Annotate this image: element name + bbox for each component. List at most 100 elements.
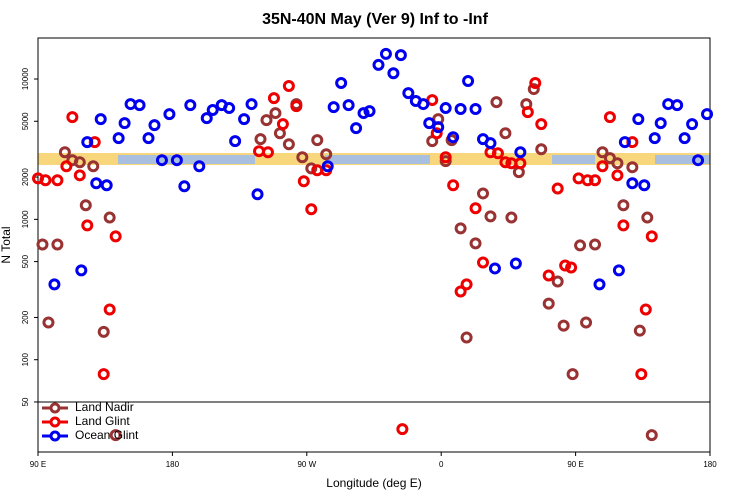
- point: [163, 108, 176, 121]
- point: [648, 132, 661, 145]
- point: [477, 256, 490, 269]
- point: [260, 114, 273, 127]
- point: [454, 285, 467, 298]
- legend-marker: [49, 430, 61, 442]
- point: [611, 157, 624, 170]
- point: [66, 111, 79, 124]
- point: [626, 161, 639, 174]
- point: [51, 174, 64, 187]
- point: [170, 154, 183, 167]
- point: [460, 278, 473, 291]
- point: [439, 151, 452, 164]
- point: [75, 264, 88, 277]
- point: [596, 146, 609, 159]
- point: [551, 275, 564, 288]
- point: [97, 325, 110, 338]
- point: [327, 101, 340, 114]
- point: [454, 222, 467, 235]
- point: [566, 368, 579, 381]
- x-tick-label: 90 W: [297, 460, 316, 469]
- x-tick-label: 0: [439, 460, 444, 469]
- point: [423, 117, 436, 130]
- point: [635, 368, 648, 381]
- point: [73, 156, 86, 169]
- point: [477, 187, 490, 200]
- point: [692, 154, 705, 167]
- point: [499, 127, 512, 140]
- point: [521, 106, 534, 119]
- point: [574, 239, 587, 252]
- point: [617, 199, 630, 212]
- point: [581, 174, 594, 187]
- point: [671, 99, 684, 112]
- point: [229, 135, 242, 148]
- point: [238, 113, 251, 126]
- point: [103, 211, 116, 224]
- point: [490, 96, 503, 109]
- point: [269, 107, 282, 120]
- chart-title: 35N-40N May (Ver 9) Inf to -Inf: [262, 11, 488, 28]
- point: [645, 230, 658, 243]
- y-tick-label: 1000: [21, 210, 30, 228]
- point: [290, 100, 303, 113]
- point: [320, 148, 333, 161]
- point: [460, 331, 473, 344]
- point: [206, 104, 219, 117]
- point: [276, 118, 289, 131]
- point: [350, 122, 363, 135]
- point: [491, 147, 504, 160]
- point: [447, 131, 460, 144]
- y-tick-label: 500: [21, 254, 30, 268]
- point: [394, 49, 407, 62]
- x-tick-label: 90 E: [567, 460, 583, 469]
- point: [626, 177, 639, 190]
- ocean-band: [325, 155, 430, 164]
- point: [200, 112, 213, 125]
- point: [632, 113, 645, 126]
- legend-marker: [49, 402, 61, 414]
- point: [565, 261, 578, 274]
- point: [589, 174, 602, 187]
- point: [342, 99, 355, 112]
- point: [639, 303, 652, 316]
- point: [73, 169, 86, 182]
- point: [626, 136, 639, 149]
- point: [387, 67, 400, 80]
- point: [542, 269, 555, 282]
- point: [267, 92, 280, 105]
- x-tick-label: 180: [703, 460, 717, 469]
- point: [686, 118, 699, 131]
- point: [612, 264, 625, 277]
- point: [112, 132, 125, 145]
- point: [335, 77, 348, 90]
- point: [527, 83, 540, 96]
- point: [535, 118, 548, 131]
- point: [223, 102, 236, 115]
- x-tick-label: 90 E: [30, 460, 46, 469]
- point: [529, 77, 542, 90]
- point: [48, 278, 61, 291]
- point: [469, 103, 482, 116]
- point: [296, 151, 309, 164]
- point: [551, 182, 564, 195]
- point: [94, 113, 107, 126]
- y-tick-label: 200: [21, 310, 30, 324]
- point: [305, 203, 318, 216]
- point: [589, 238, 602, 251]
- point: [184, 99, 197, 112]
- y-axis-label: N Total: [0, 226, 13, 263]
- point: [81, 219, 94, 232]
- point: [611, 169, 624, 182]
- legend-label: Ocean Glint: [75, 428, 139, 442]
- point: [484, 137, 497, 150]
- point: [505, 211, 518, 224]
- ocean-band: [552, 155, 595, 164]
- legend-label: Land Nadir: [75, 400, 134, 414]
- point: [617, 219, 630, 232]
- point: [193, 160, 206, 173]
- point: [559, 259, 572, 272]
- ocean-band: [118, 155, 255, 164]
- point: [297, 175, 310, 188]
- point: [178, 180, 191, 193]
- point: [79, 199, 92, 212]
